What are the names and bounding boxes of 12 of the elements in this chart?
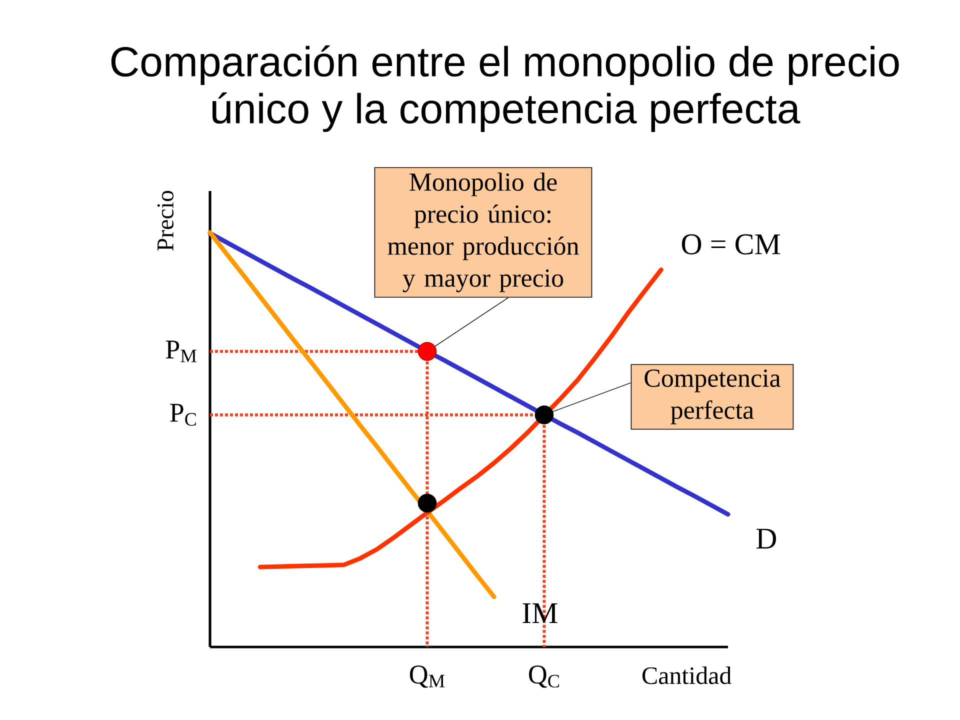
ref-line-label: P$_{M}$ — [166, 340, 196, 362]
annotation: Competencia perfecta — [644, 369, 780, 424]
y-axis-title: Precio — [157, 190, 174, 251]
chart-title: Comparación entre el monopolio de precio único y la competencia perfecta — [111, 45, 899, 132]
series-label: O = CM — [682, 234, 780, 254]
x-tick-label: Q$_{M}$ — [410, 666, 445, 688]
x-tick-label: Q$_{C}$ — [529, 666, 559, 688]
annotation: Monopolio de precio único: menor producción y mayor precio — [388, 172, 579, 292]
x-axis-title: Cantidad — [642, 666, 732, 684]
ref-line-label: P$_{C}$ — [170, 404, 196, 426]
series-label: IM — [522, 603, 558, 624]
series-label: D — [756, 528, 776, 549]
